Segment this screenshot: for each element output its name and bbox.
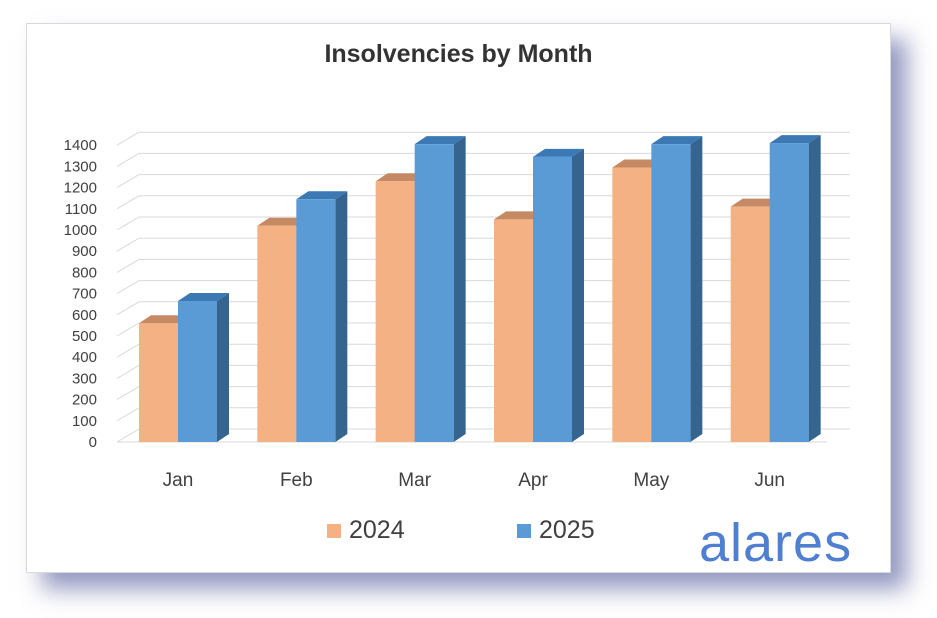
bar-2024-Apr: [494, 219, 533, 442]
x-tick-label: Apr: [518, 470, 548, 491]
bar-2024-May: [612, 167, 652, 442]
bar-2025-Jun: [769, 143, 809, 442]
y-tick-label: 400: [72, 349, 97, 366]
grid-depth-line: [116, 322, 140, 337]
grid-depth-line: [116, 301, 140, 316]
bar-side-2025-Mar: [453, 136, 466, 442]
bar-2025-May: [651, 144, 691, 442]
legend-item-2025: 2025: [517, 516, 595, 545]
chart-title: Insolvencies by Month: [324, 40, 593, 68]
bar-top-2024-Feb: [257, 217, 309, 226]
y-tick-label: 200: [72, 392, 97, 409]
grid-depth-line: [116, 258, 140, 273]
grid-depth-line: [116, 216, 140, 231]
y-tick-label: 0: [89, 434, 97, 451]
grid-depth-line: [116, 174, 140, 189]
legend-label-2024: 2024: [349, 516, 405, 544]
legend-item-2024: 2024: [327, 516, 405, 545]
bar-top-2025-May: [651, 136, 703, 145]
y-tick-label: 1000: [64, 222, 97, 239]
grid-depth-line: [116, 407, 140, 422]
bar-2025-Feb: [296, 199, 336, 442]
bar-2024-Feb: [257, 225, 297, 442]
bar-top-2024-Jun: [730, 198, 782, 207]
bar-top-2025-Jun: [769, 135, 821, 144]
y-tick-label: 300: [72, 370, 97, 387]
grid-depth-line: [116, 343, 140, 358]
y-tick-label: 500: [72, 328, 97, 345]
y-tick-label: 1200: [64, 180, 97, 197]
x-tick-label: Jan: [163, 470, 194, 491]
bar-top-2024-Jan: [139, 315, 190, 324]
bar-top-2024-May: [612, 159, 664, 168]
bar-top-2025-Mar: [414, 136, 466, 145]
y-tick-label: 1300: [64, 158, 97, 175]
grid-depth-line: [116, 364, 140, 379]
x-tick-label: May: [633, 470, 669, 491]
x-tick-label: Mar: [398, 470, 431, 491]
bar-top-2025-Apr: [533, 148, 584, 157]
bar-top-2024-Mar: [375, 173, 427, 182]
grid-depth-line: [116, 386, 140, 401]
legend-swatch-2024: [327, 523, 341, 538]
y-tick-label: 1400: [64, 137, 97, 154]
bar-side-2025-Jun: [808, 135, 821, 442]
chart-plot: 0 100 200 300 400 500 600 700 800 900 1000 1100 1200…: [64, 131, 850, 491]
bar-2024-Mar: [375, 181, 415, 443]
legend-swatch-2025: [517, 523, 531, 538]
grid-depth-line: [116, 131, 140, 146]
y-tick-label: 800: [72, 264, 97, 281]
x-tick-label: Jun: [754, 470, 785, 491]
y-tick-label: 700: [72, 286, 97, 303]
y-tick-label: 900: [72, 243, 97, 260]
legend-label-2025: 2025: [539, 516, 595, 544]
bar-side-2025-May: [690, 136, 703, 442]
bar-top-2024-Apr: [494, 211, 545, 220]
x-tick-label: Feb: [280, 470, 313, 491]
y-tick-label: 1100: [65, 201, 97, 218]
bar-2025-Jan: [178, 301, 217, 442]
bar-side-2025-Feb: [335, 191, 348, 442]
brand-logo: alares: [699, 513, 853, 573]
grid-depth-line: [116, 280, 140, 295]
bar-2024-Jan: [139, 323, 178, 442]
bar-2024-Jun: [730, 206, 770, 442]
grid-depth-line: [116, 428, 140, 443]
chart-card: 0 100 200 300 400 500 600 700 800 900 1000 1100 1200…: [26, 23, 891, 573]
grid-depth-line: [116, 195, 140, 210]
bar-2025-Mar: [414, 144, 454, 442]
bar-side-2025-Apr: [572, 148, 584, 443]
bar-side-2025-Jan: [217, 293, 229, 442]
grid-depth-line: [116, 237, 140, 252]
bar-top-2025-Jan: [178, 293, 229, 302]
grid-depth-line: [116, 152, 140, 167]
y-tick-label: 600: [72, 307, 97, 324]
bar-2025-Apr: [533, 156, 572, 443]
bar-top-2025-Feb: [296, 191, 348, 200]
y-tick-label: 100: [72, 413, 97, 430]
